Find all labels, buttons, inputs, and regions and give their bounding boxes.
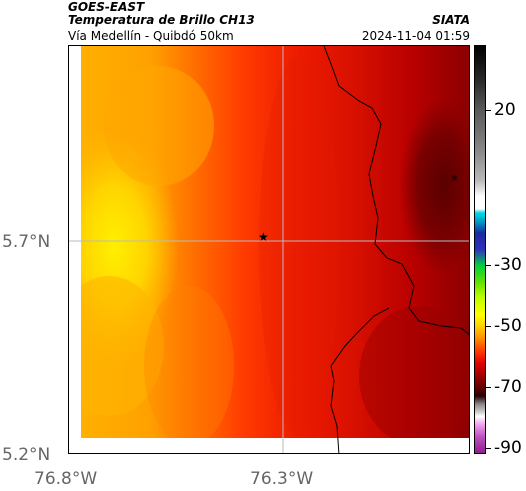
brand-label: SIATA <box>432 13 470 27</box>
lat-label-57: 5.7°N <box>2 232 51 252</box>
colorbar-tick <box>486 387 491 388</box>
colorbar <box>474 45 486 454</box>
colorbar-label-20: 20 <box>494 100 516 120</box>
colorbar-tick <box>486 326 491 327</box>
quibdo-star: ★ <box>258 230 269 244</box>
colorbar-tick <box>486 110 491 111</box>
route-label: Vía Medellín - Quibdó 50km <box>68 29 234 43</box>
map-subtitle: Temperatura de Brillo CH13 <box>68 13 255 27</box>
lon-label-768: 76.8°W <box>34 469 98 489</box>
colorbar-label-m50: -50 <box>494 316 522 336</box>
temperature-field <box>69 46 469 453</box>
colorbar-label-m90: -90 <box>494 438 522 458</box>
colorbar-label-m70: -70 <box>494 377 522 397</box>
lon-label-763: 76.3°W <box>250 469 314 489</box>
map-title: GOES-EAST <box>68 0 145 14</box>
colorbar-label-m30: -30 <box>494 255 522 275</box>
timestamp: 2024-11-04 01:59 <box>361 29 470 43</box>
map-area: ★ ★ <box>68 45 470 454</box>
colorbar-tick <box>486 265 491 266</box>
lat-label-52: 5.2°N <box>2 445 51 465</box>
medellin-star: ★ <box>450 173 459 184</box>
colorbar-tick <box>486 448 491 449</box>
